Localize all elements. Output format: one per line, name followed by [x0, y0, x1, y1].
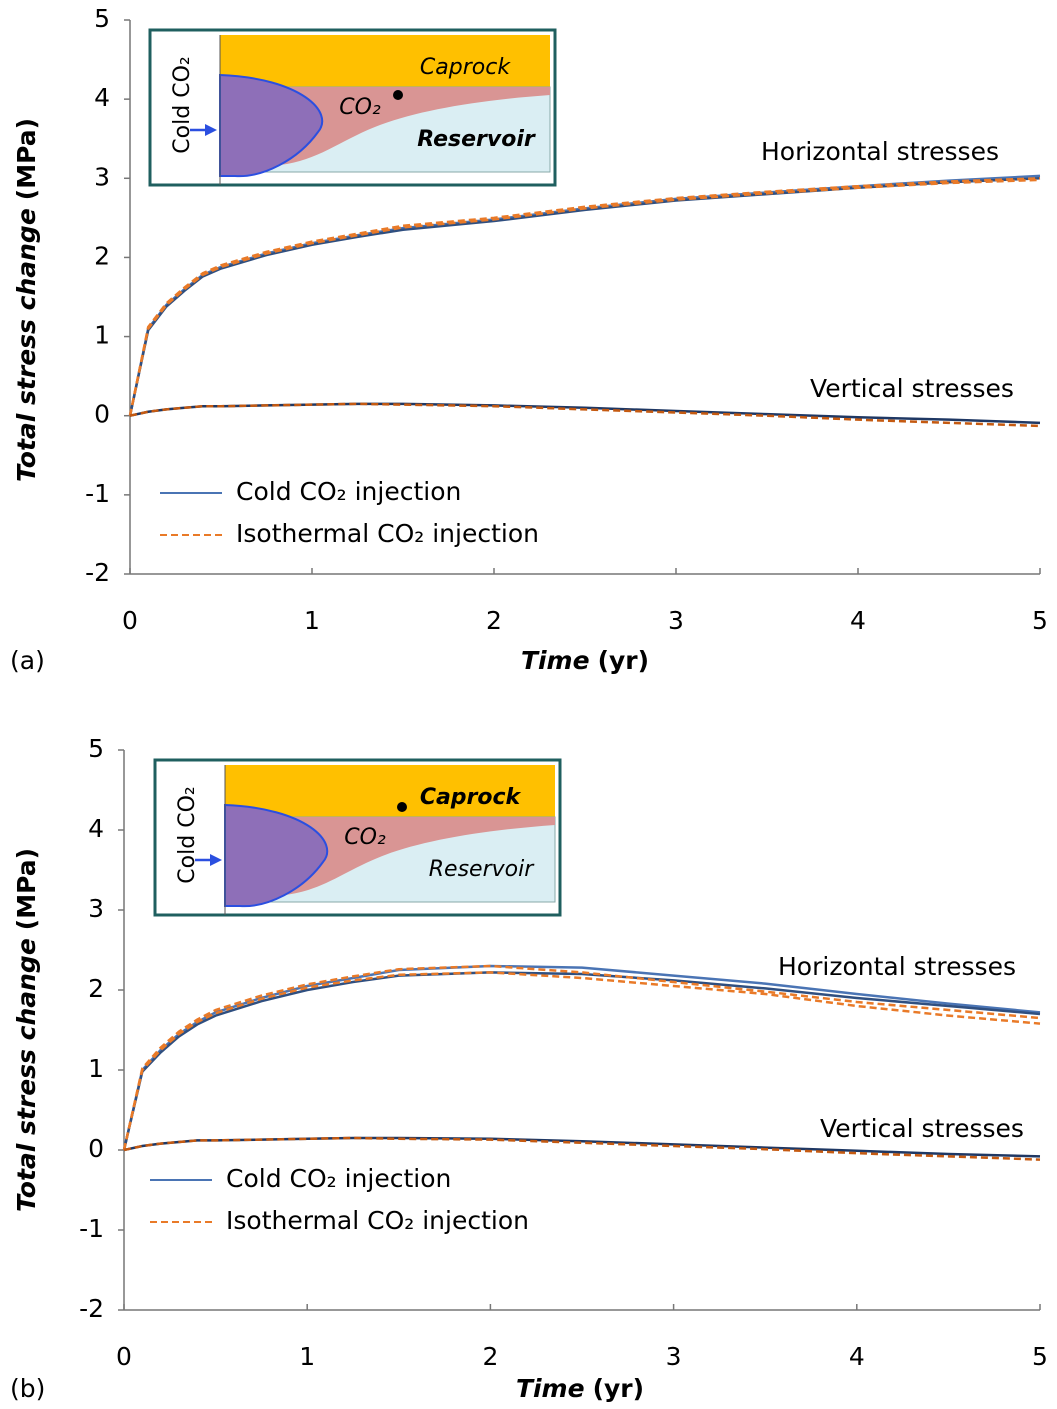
x-tick-label: 3 [668, 606, 684, 635]
annotation: Horizontal stresses [761, 137, 999, 166]
y-axis-title: Total stress change [12, 208, 41, 482]
x-tick-label: 0 [122, 606, 138, 635]
y-tick-label: 5 [88, 734, 104, 763]
inset-side-label: Cold CO₂ [170, 56, 195, 153]
series-line [128, 178, 1041, 416]
inset-label: Reservoir [417, 127, 536, 152]
inset-label: Caprock [420, 785, 522, 810]
y-axis-label: Total stress change (MPa) [12, 848, 41, 1212]
inset-label: Caprock [420, 55, 511, 80]
y-tick-label: 3 [88, 894, 104, 923]
x-tick-label: 0 [116, 1342, 132, 1371]
x-tick-label: 2 [486, 606, 502, 635]
series-line [123, 1136, 1041, 1161]
annotation: Vertical stresses [820, 1114, 1024, 1143]
inset-label: Reservoir [429, 857, 535, 882]
series-line [122, 971, 1041, 1151]
x-tick-label: 2 [482, 1342, 498, 1371]
panel-label: (b) [10, 1374, 45, 1403]
x-axis-unit: (yr) [598, 646, 649, 675]
y-tick-label: 4 [88, 814, 104, 843]
y-axis-unit: (MPa) [12, 118, 41, 200]
inset-side-label: Cold CO₂ [175, 786, 200, 883]
legend-label: Cold CO₂ injection [236, 477, 461, 506]
y-tick-label: -1 [79, 1214, 104, 1243]
x-axis-title: Time [516, 1374, 585, 1403]
y-tick-label: 0 [88, 1134, 104, 1163]
cold-front [224, 803, 329, 908]
cold-front [219, 73, 324, 178]
caprock [225, 765, 555, 817]
x-tick-label: 1 [304, 606, 320, 635]
legend-label: Cold CO₂ injection [226, 1164, 451, 1193]
monitor-point [397, 802, 407, 812]
inset: Cold CO₂ Caprock CO₂ Reservoir [153, 758, 562, 917]
monitor-point [393, 90, 403, 100]
series-line [129, 402, 1041, 428]
x-axis-title: Time [521, 646, 590, 675]
x-axis-label: Time (yr) [516, 1374, 644, 1403]
x-tick-label: 5 [1032, 606, 1048, 635]
x-tick-label: 1 [299, 1342, 315, 1371]
y-tick-label: -1 [85, 479, 110, 508]
panel-label: (a) [10, 646, 45, 675]
inset-label: CO₂ [339, 95, 381, 120]
annotation: Vertical stresses [810, 374, 1014, 403]
series-line [129, 402, 1041, 425]
y-axis-title: Total stress change [12, 938, 41, 1212]
y-axis-unit: (MPa) [12, 848, 41, 930]
legend-label: Isothermal CO₂ injection [226, 1206, 529, 1235]
y-tick-label: 2 [88, 974, 104, 1003]
x-tick-label: 3 [666, 1342, 682, 1371]
x-axis-label: Time (yr) [521, 646, 649, 675]
x-tick-label: 4 [849, 1342, 865, 1371]
caprock [220, 35, 550, 87]
y-axis-label: Total stress change (MPa) [12, 118, 41, 482]
inset-label: CO₂ [344, 825, 386, 850]
y-tick-label: 1 [94, 321, 110, 350]
x-tick-label: 4 [850, 606, 866, 635]
y-tick-label: -2 [85, 558, 110, 587]
legend-label: Isothermal CO₂ injection [236, 519, 539, 548]
y-tick-label: 3 [94, 162, 110, 191]
x-axis-unit: (yr) [593, 1374, 644, 1403]
y-tick-label: 5 [94, 4, 110, 33]
arrow-head [210, 854, 222, 866]
arrow-head [205, 124, 217, 136]
inset: Cold CO₂ Caprock CO₂ Reservoir [148, 28, 557, 187]
y-tick-label: 2 [94, 241, 110, 270]
y-tick-label: 1 [88, 1054, 104, 1083]
x-tick-label: 5 [1032, 1342, 1048, 1371]
y-tick-label: 0 [94, 400, 110, 429]
series-line [122, 971, 1041, 1151]
y-tick-label: -2 [79, 1294, 104, 1323]
series-line [122, 964, 1041, 1151]
annotation: Horizontal stresses [778, 952, 1016, 981]
y-tick-label: 4 [94, 83, 110, 112]
